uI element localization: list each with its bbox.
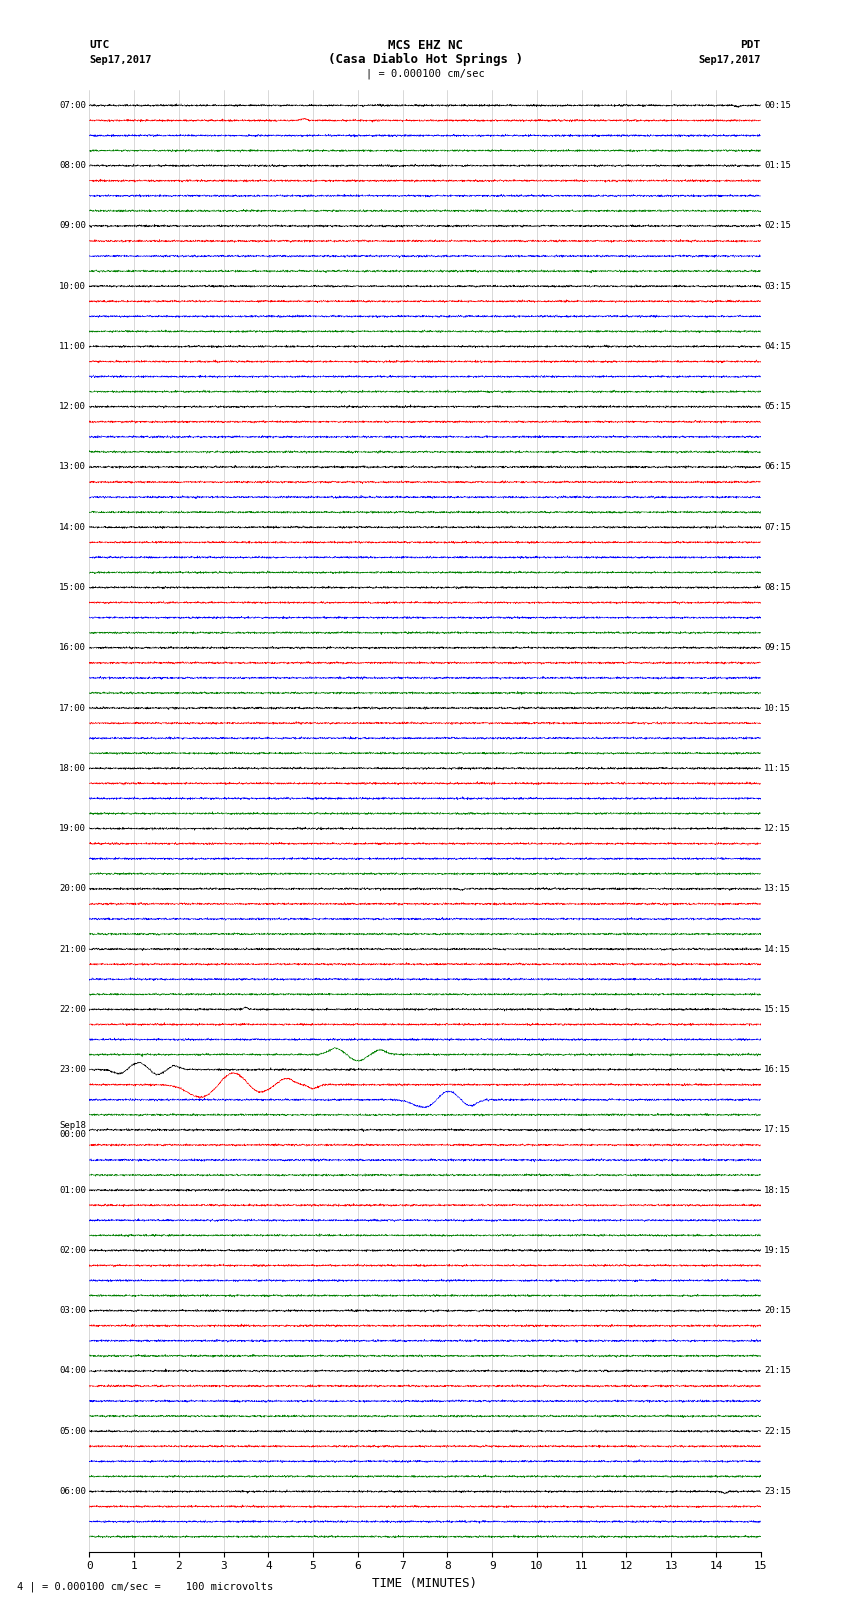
Text: 11:15: 11:15 bbox=[764, 765, 791, 773]
Text: 18:15: 18:15 bbox=[764, 1186, 791, 1195]
Text: 05:15: 05:15 bbox=[764, 402, 791, 411]
Text: 04:15: 04:15 bbox=[764, 342, 791, 352]
Text: 13:00: 13:00 bbox=[59, 463, 86, 471]
Text: 01:15: 01:15 bbox=[764, 161, 791, 169]
Text: 23:00: 23:00 bbox=[59, 1065, 86, 1074]
Text: 20:00: 20:00 bbox=[59, 884, 86, 894]
Text: 07:00: 07:00 bbox=[59, 102, 86, 110]
Text: 19:15: 19:15 bbox=[764, 1245, 791, 1255]
Text: 01:00: 01:00 bbox=[59, 1186, 86, 1195]
Text: 14:15: 14:15 bbox=[764, 945, 791, 953]
Text: 08:15: 08:15 bbox=[764, 582, 791, 592]
Text: 05:00: 05:00 bbox=[59, 1426, 86, 1436]
Text: 00:15: 00:15 bbox=[764, 102, 791, 110]
Text: 19:00: 19:00 bbox=[59, 824, 86, 832]
Text: 06:15: 06:15 bbox=[764, 463, 791, 471]
Text: 16:15: 16:15 bbox=[764, 1065, 791, 1074]
Text: 06:00: 06:00 bbox=[59, 1487, 86, 1495]
Text: 21:15: 21:15 bbox=[764, 1366, 791, 1376]
Text: | = 0.000100 cm/sec: | = 0.000100 cm/sec bbox=[366, 69, 484, 79]
Text: 14:00: 14:00 bbox=[59, 523, 86, 532]
Text: 11:00: 11:00 bbox=[59, 342, 86, 352]
Text: (Casa Diablo Hot Springs ): (Casa Diablo Hot Springs ) bbox=[327, 53, 523, 66]
Text: Sep18
00:00: Sep18 00:00 bbox=[59, 1121, 86, 1139]
Text: 10:15: 10:15 bbox=[764, 703, 791, 713]
Text: 16:00: 16:00 bbox=[59, 644, 86, 652]
Text: 03:00: 03:00 bbox=[59, 1307, 86, 1315]
Text: 17:00: 17:00 bbox=[59, 703, 86, 713]
Text: 09:15: 09:15 bbox=[764, 644, 791, 652]
Text: 15:00: 15:00 bbox=[59, 582, 86, 592]
Text: 20:15: 20:15 bbox=[764, 1307, 791, 1315]
Text: 13:15: 13:15 bbox=[764, 884, 791, 894]
Text: UTC: UTC bbox=[89, 40, 110, 50]
Text: 02:15: 02:15 bbox=[764, 221, 791, 231]
Text: 15:15: 15:15 bbox=[764, 1005, 791, 1015]
Text: 22:00: 22:00 bbox=[59, 1005, 86, 1015]
Text: 22:15: 22:15 bbox=[764, 1426, 791, 1436]
Text: 17:15: 17:15 bbox=[764, 1126, 791, 1134]
Text: 23:15: 23:15 bbox=[764, 1487, 791, 1495]
Text: 02:00: 02:00 bbox=[59, 1245, 86, 1255]
X-axis label: TIME (MINUTES): TIME (MINUTES) bbox=[372, 1578, 478, 1590]
Text: 18:00: 18:00 bbox=[59, 765, 86, 773]
Text: 03:15: 03:15 bbox=[764, 282, 791, 290]
Text: PDT: PDT bbox=[740, 40, 761, 50]
Text: 04:00: 04:00 bbox=[59, 1366, 86, 1376]
Text: Sep17,2017: Sep17,2017 bbox=[698, 55, 761, 65]
Text: 12:00: 12:00 bbox=[59, 402, 86, 411]
Text: 07:15: 07:15 bbox=[764, 523, 791, 532]
Text: 4 | = 0.000100 cm/sec =    100 microvolts: 4 | = 0.000100 cm/sec = 100 microvolts bbox=[17, 1582, 273, 1592]
Text: 09:00: 09:00 bbox=[59, 221, 86, 231]
Text: 08:00: 08:00 bbox=[59, 161, 86, 169]
Text: 12:15: 12:15 bbox=[764, 824, 791, 832]
Text: MCS EHZ NC: MCS EHZ NC bbox=[388, 39, 462, 52]
Text: 10:00: 10:00 bbox=[59, 282, 86, 290]
Text: Sep17,2017: Sep17,2017 bbox=[89, 55, 152, 65]
Text: 21:00: 21:00 bbox=[59, 945, 86, 953]
